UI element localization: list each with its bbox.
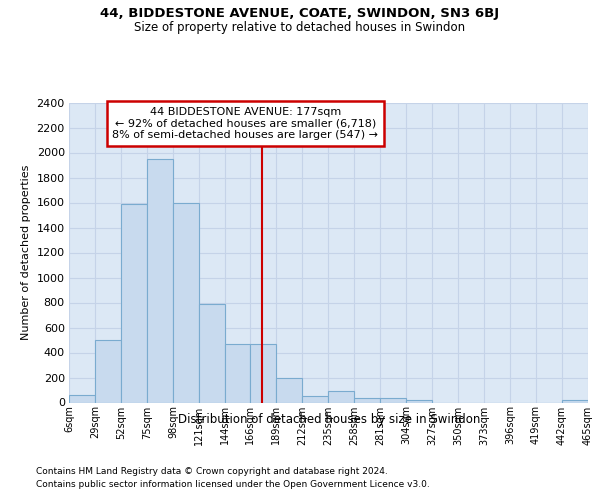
Bar [406, 400, 432, 402]
Bar [69, 395, 95, 402]
Text: 44, BIDDESTONE AVENUE, COATE, SWINDON, SN3 6BJ: 44, BIDDESTONE AVENUE, COATE, SWINDON, S… [100, 8, 500, 20]
Text: Contains HM Land Registry data © Crown copyright and database right 2024.: Contains HM Land Registry data © Crown c… [36, 468, 388, 476]
Bar [354, 398, 380, 402]
Bar [225, 344, 250, 403]
Bar [121, 204, 147, 402]
Text: Contains public sector information licensed under the Open Government Licence v3: Contains public sector information licen… [36, 480, 430, 489]
Bar [562, 400, 588, 402]
Bar [328, 391, 354, 402]
Bar [276, 378, 302, 402]
Bar [302, 396, 328, 402]
Text: Size of property relative to detached houses in Swindon: Size of property relative to detached ho… [134, 21, 466, 34]
Y-axis label: Number of detached properties: Number of detached properties [21, 165, 31, 340]
Bar [95, 340, 121, 402]
Text: Distribution of detached houses by size in Swindon: Distribution of detached houses by size … [178, 412, 480, 426]
Bar [380, 398, 406, 402]
Bar [147, 159, 173, 402]
Bar [250, 344, 276, 403]
Bar [173, 202, 199, 402]
Bar [199, 304, 225, 402]
Text: 44 BIDDESTONE AVENUE: 177sqm
← 92% of detached houses are smaller (6,718)
8% of : 44 BIDDESTONE AVENUE: 177sqm ← 92% of de… [112, 107, 379, 140]
